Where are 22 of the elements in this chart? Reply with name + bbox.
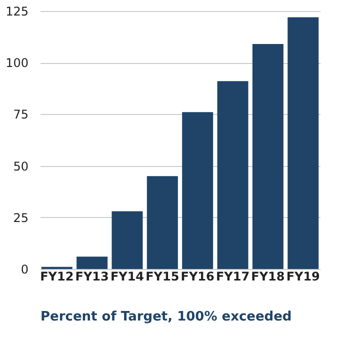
bar bbox=[76, 256, 108, 269]
x-tick-label: FY17 bbox=[216, 270, 250, 284]
bar bbox=[112, 211, 143, 269]
y-tick-label: 50 bbox=[13, 159, 28, 174]
x-tick-label: FY14 bbox=[110, 270, 144, 284]
x-tick-label: FY16 bbox=[180, 270, 214, 284]
bar bbox=[182, 112, 214, 269]
x-tick-label: FY18 bbox=[251, 270, 285, 284]
x-tick-label: FY13 bbox=[75, 270, 109, 284]
bar bbox=[288, 17, 319, 269]
x-axis-title: Percent of Target, 100% exceeded bbox=[40, 310, 292, 324]
y-tick-label: 75 bbox=[13, 108, 28, 122]
x-tick-label: FY12 bbox=[40, 270, 74, 284]
y-tick-label: 25 bbox=[13, 210, 28, 225]
bar bbox=[252, 44, 284, 269]
y-tick-label: 0 bbox=[20, 262, 28, 276]
x-tick-label: FY15 bbox=[146, 270, 180, 284]
y-tick-label: 125 bbox=[6, 4, 28, 18]
bar bbox=[146, 176, 178, 269]
y-tick-label: 100 bbox=[6, 56, 28, 70]
bar bbox=[217, 81, 248, 269]
x-tick-label: FY19 bbox=[286, 270, 320, 284]
